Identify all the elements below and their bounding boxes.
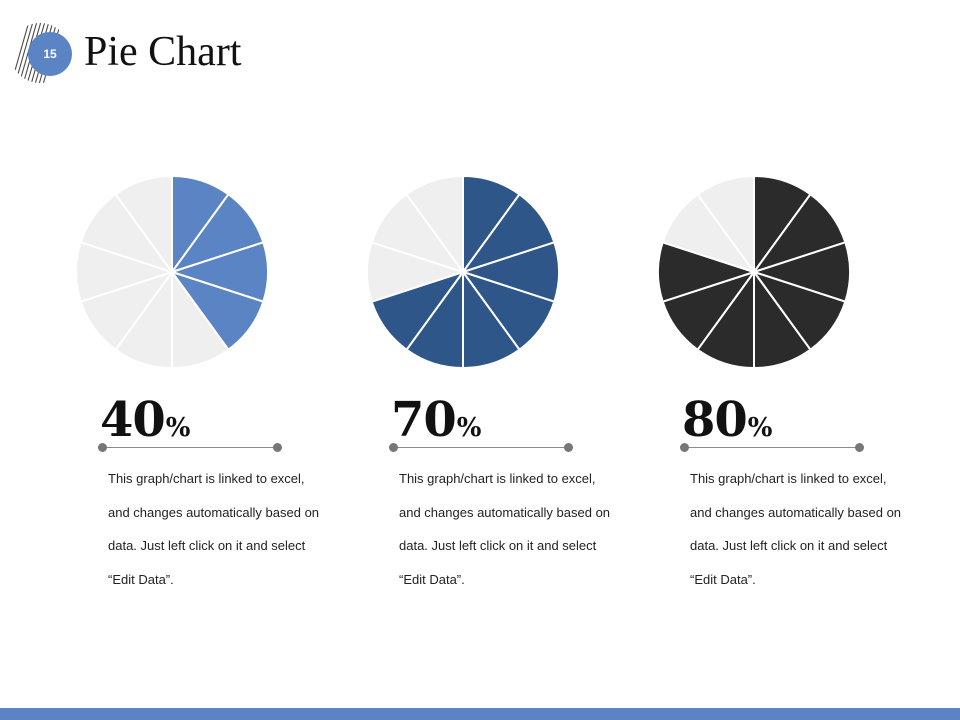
bottom-accent-bar	[0, 708, 960, 720]
percentage-label: 40%	[100, 392, 191, 448]
page-title: Pie Chart	[84, 29, 242, 75]
divider-dot-right	[273, 443, 282, 452]
pie-chart-group: 70% This graph/chart is linked to excel,…	[363, 170, 613, 590]
pie-slice-empty	[696, 174, 755, 276]
percentage-value: 70	[391, 392, 457, 448]
percent-symbol: %	[747, 413, 773, 443]
divider-dot-left	[680, 443, 689, 452]
percentage-value: 80	[682, 392, 748, 448]
divider-dot-right	[564, 443, 573, 452]
divider-dot-left	[389, 443, 398, 452]
percent-symbol: %	[165, 413, 191, 443]
divider-line	[98, 442, 282, 454]
pie-chart-group: 80% This graph/chart is linked to excel,…	[654, 170, 904, 590]
divider-dot-left	[98, 443, 107, 452]
pie-chart[interactable]	[72, 170, 272, 370]
pie-chart[interactable]	[363, 170, 563, 370]
divider-line	[680, 442, 864, 454]
pie-chart-group: 40% This graph/chart is linked to excel,…	[72, 170, 322, 590]
divider-dot-right	[855, 443, 864, 452]
divider-line	[389, 442, 573, 454]
chart-description: This graph/chart is linked to excel, and…	[690, 471, 902, 587]
percentage-value: 40	[100, 392, 166, 448]
chart-description: This graph/chart is linked to excel, and…	[108, 471, 320, 587]
percentage-label: 80%	[682, 392, 773, 448]
chart-description: This graph/chart is linked to excel, and…	[399, 471, 611, 587]
slide-number-badge: 15	[28, 32, 72, 76]
pie-chart[interactable]	[654, 170, 854, 370]
pie-slice-empty	[114, 174, 173, 276]
pie-slice-empty	[405, 174, 464, 276]
percent-symbol: %	[456, 413, 482, 443]
percentage-label: 70%	[391, 392, 482, 448]
